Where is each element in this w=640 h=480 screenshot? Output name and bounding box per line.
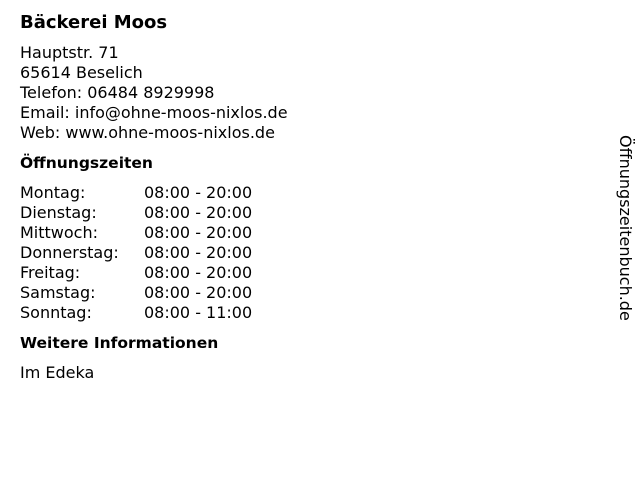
street: Hauptstr. 71 xyxy=(20,43,119,62)
business-card: Bäckerei Moos Hauptstr. 71 65614 Beselic… xyxy=(20,10,288,383)
hours-heading: Öffnungszeiten xyxy=(20,154,153,172)
hours-row: Mittwoch: 08:00 - 20:00 xyxy=(20,223,288,243)
day: Montag: xyxy=(20,183,86,202)
time: 08:00 - 20:00 xyxy=(144,223,253,242)
phone: Telefon: 06484 8929998 xyxy=(20,83,215,102)
day: Samstag: xyxy=(20,283,96,302)
time: 08:00 - 20:00 xyxy=(144,283,253,302)
hours-table: Montag: 08:00 - 20:00 Dienstag: 08:00 - 20… xyxy=(20,183,288,323)
hours-row: Freitag: 08:00 - 20:00 xyxy=(20,263,288,283)
website: Web: www.ohne-moos-nixlos.de xyxy=(20,123,275,142)
day: Sonntag: xyxy=(20,303,92,322)
city: 65614 Beselich xyxy=(20,63,143,82)
time: 08:00 - 20:00 xyxy=(144,203,253,222)
email: Email: info@ohne-moos-nixlos.de xyxy=(20,103,288,122)
info-heading: Weitere Informationen xyxy=(20,334,219,352)
time: 08:00 - 20:00 xyxy=(144,243,253,262)
address-block: Hauptstr. 71 65614 Beselich Telefon: 064… xyxy=(20,43,288,143)
hours-row: Sonntag: 08:00 - 11:00 xyxy=(20,303,288,323)
time: 08:00 - 20:00 xyxy=(144,183,253,202)
hours-row: Montag: 08:00 - 20:00 xyxy=(20,183,288,203)
day: Donnerstag: xyxy=(20,243,119,262)
day: Freitag: xyxy=(20,263,81,282)
hours-row: Donnerstag: 08:00 - 20:00 xyxy=(20,243,288,263)
hours-row: Samstag: 08:00 - 20:00 xyxy=(20,283,288,303)
info-text: Im Edeka xyxy=(20,363,95,382)
business-name: Bäckerei Moos xyxy=(20,12,168,33)
day: Dienstag: xyxy=(20,203,97,222)
hours-row: Dienstag: 08:00 - 20:00 xyxy=(20,203,288,223)
time: 08:00 - 20:00 xyxy=(144,263,253,282)
time: 08:00 - 11:00 xyxy=(144,303,253,322)
side-brand: Öffnungszeitenbuch.de xyxy=(616,135,635,321)
day: Mittwoch: xyxy=(20,223,98,242)
